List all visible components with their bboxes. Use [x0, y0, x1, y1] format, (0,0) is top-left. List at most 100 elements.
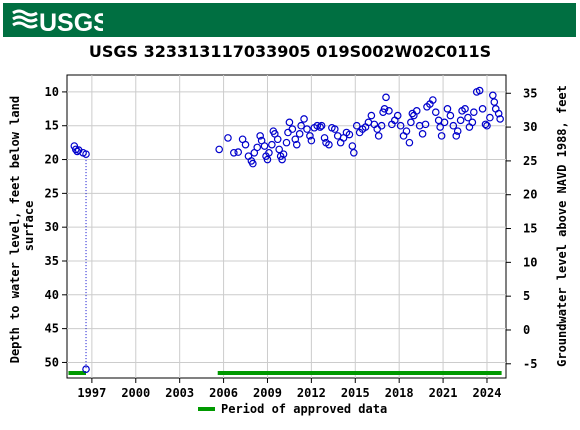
data-point — [456, 116, 465, 125]
data-point — [449, 121, 458, 130]
data-point — [367, 111, 376, 120]
y-left-label: Depth to water level, feet below land su… — [8, 89, 36, 364]
data-point — [278, 155, 286, 164]
data-point — [489, 91, 497, 100]
y-left-tick-label: 45 — [45, 322, 59, 336]
y-right-tick-label: 35 — [523, 86, 537, 100]
data-point — [380, 105, 389, 113]
data-point — [253, 143, 262, 152]
data-point — [421, 120, 430, 129]
data-point — [377, 121, 386, 130]
x-tick-label: 2006 — [209, 386, 238, 400]
y-right-tick-label: 30 — [523, 120, 537, 134]
y-right-tick-label: 15 — [523, 222, 537, 236]
x-axis-ticks: 1997 2000 2003 2006 2009 2012 2015 2018 2021 2024 — [77, 378, 501, 400]
data-point — [234, 148, 243, 156]
y-right-tick-label: 20 — [523, 188, 537, 202]
data-point — [275, 145, 283, 154]
data-point — [279, 150, 288, 158]
data-point — [396, 121, 405, 130]
data-point — [453, 127, 462, 135]
x-tick-label: 2024 — [473, 386, 502, 400]
y-right-label: Groundwater level above NAVD 1988, feet — [555, 85, 569, 367]
data-point — [82, 150, 90, 158]
y-left-tick-label: 25 — [45, 186, 59, 200]
data-point — [320, 134, 329, 142]
usgs-logo[interactable]: USGS — [11, 7, 103, 35]
data-point — [297, 121, 305, 130]
data-point — [263, 155, 272, 164]
data-point — [224, 134, 232, 142]
data-point — [494, 109, 503, 118]
chart-title: USGS 323313117033905 019S002W02C011S — [88, 42, 492, 61]
y-right-tick-label: 5 — [523, 289, 530, 303]
data-point — [265, 148, 273, 157]
y-left-label-line1: Depth to water level, feet below land — [8, 96, 22, 363]
data-point — [382, 93, 390, 102]
y-left-ticks: 10 15 20 25 30 35 40 45 50 — [45, 85, 67, 369]
usgs-banner: USGS — [3, 3, 576, 37]
data-point — [481, 120, 490, 129]
y-right-tick-label: 25 — [523, 154, 537, 168]
x-tick-label: 2018 — [385, 386, 414, 400]
data-point — [273, 135, 282, 144]
data-point — [407, 118, 415, 127]
data-point — [393, 111, 402, 120]
y-right-ticks: 35 30 25 20 15 10 5 0 -5 — [506, 86, 537, 371]
data-point — [461, 105, 469, 113]
data-points — [70, 86, 504, 374]
data-point — [230, 148, 238, 157]
data-point — [317, 121, 326, 130]
data-point — [464, 113, 472, 122]
y-left-tick-label: 40 — [45, 288, 59, 302]
data-point — [470, 108, 478, 116]
data-point — [288, 125, 297, 133]
usgs-logo-text: USGS — [39, 9, 103, 35]
legend-label: Period of approved data — [221, 402, 387, 416]
y-left-tick-label: 30 — [45, 220, 59, 234]
data-point — [374, 132, 383, 140]
data-point — [352, 121, 361, 130]
data-point — [241, 140, 250, 149]
y-left-tick-label: 35 — [45, 254, 59, 268]
y-left-tick-label: 20 — [45, 153, 59, 167]
data-point — [330, 125, 339, 133]
data-point — [306, 132, 314, 140]
data-point — [345, 130, 354, 139]
data-point — [446, 111, 455, 120]
data-point — [440, 118, 449, 127]
data-point — [268, 140, 276, 149]
data-point — [316, 123, 324, 131]
y-right-tick-label: 10 — [523, 255, 537, 269]
x-tick-label: 2003 — [165, 386, 194, 400]
x-tick-label: 2015 — [341, 386, 370, 400]
y-right-tick-label: 0 — [523, 323, 530, 337]
legend: Period of approved data — [198, 402, 387, 416]
data-point — [82, 365, 90, 374]
y-right-tick-label: -5 — [523, 357, 537, 371]
x-tick-label: 2021 — [429, 386, 458, 400]
usgs-logo-mark-icon — [12, 9, 38, 29]
data-point — [285, 118, 294, 127]
y-left-label-line2: surface — [22, 201, 36, 252]
data-point — [307, 136, 316, 145]
data-point — [431, 108, 440, 116]
data-point — [256, 132, 264, 140]
data-point — [436, 123, 444, 131]
gridlines — [67, 75, 506, 378]
data-point — [483, 121, 491, 130]
x-tick-label: 2012 — [297, 386, 326, 400]
data-point — [282, 138, 291, 147]
data-point — [385, 107, 393, 115]
data-point — [348, 142, 357, 150]
data-point — [215, 145, 223, 154]
data-point — [260, 142, 269, 150]
data-point — [478, 105, 487, 113]
data-point — [71, 145, 80, 154]
data-point — [249, 159, 257, 168]
data-point — [418, 130, 427, 138]
data-point — [429, 96, 437, 104]
y-left-tick-label: 50 — [45, 355, 59, 369]
data-point — [350, 148, 358, 157]
